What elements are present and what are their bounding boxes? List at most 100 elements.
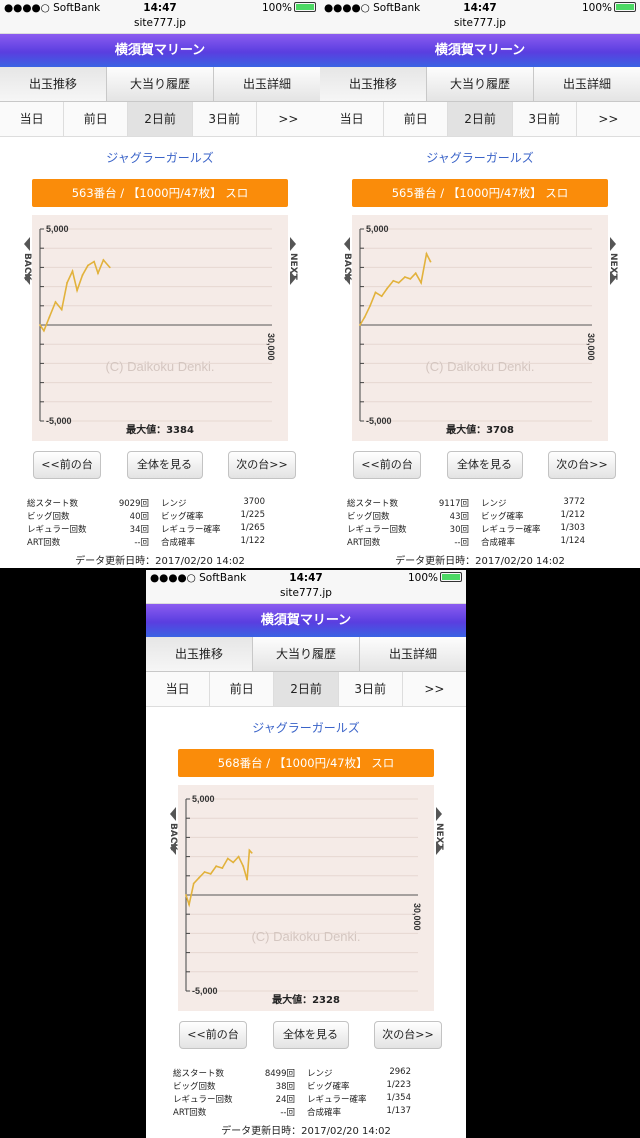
next-label[interactable]: NEXT <box>288 253 298 280</box>
url-bar[interactable]: site777.jp <box>320 16 640 34</box>
prev-unit-button[interactable]: <<前の台 <box>179 1021 247 1049</box>
stat-label: レンジ <box>481 499 507 509</box>
back-label[interactable]: BACK <box>342 253 352 281</box>
stat-label: レンジ <box>161 499 187 509</box>
chart-plot: (C) Daikoku Denki. 5,000 -5,000 30,000 最大値：3… <box>359 224 596 436</box>
next-arrow-icon[interactable] <box>436 841 442 855</box>
nav-buttons: <<前の台 全体を見る 次の台>> <box>0 451 320 479</box>
day-2-days-ago[interactable]: 2日前 <box>448 102 513 136</box>
tab-jackpot-history[interactable]: 大当り履歴 <box>107 67 214 101</box>
back-arrow-icon[interactable] <box>24 237 30 251</box>
battery-indicator: 100% <box>262 2 316 14</box>
tab-payout-detail[interactable]: 出玉詳細 <box>214 67 320 101</box>
data-point <box>397 281 400 284</box>
stat-label: 合成確率 <box>307 1108 342 1118</box>
day-2-days-ago[interactable]: 2日前 <box>128 102 193 136</box>
day-today[interactable]: 当日 <box>320 102 385 136</box>
data-point <box>237 855 240 858</box>
nav-buttons: <<前の台 全体を見る 次の台>> <box>146 1021 466 1049</box>
next-arrow-icon[interactable] <box>610 271 616 285</box>
nav-buttons: <<前の台 全体を見る 次の台>> <box>320 451 640 479</box>
day-3-days-ago[interactable]: 3日前 <box>338 672 403 706</box>
stat-value: 30回 <box>449 525 469 535</box>
status-bar: ●●●●○ SoftBank 14:47 100% <box>146 570 466 586</box>
data-point <box>250 851 253 854</box>
data-point <box>102 259 105 261</box>
back-arrow-icon[interactable] <box>344 271 350 285</box>
next-arrow-icon[interactable] <box>290 237 296 251</box>
data-point <box>425 252 428 255</box>
back-arrow-icon[interactable] <box>344 237 350 251</box>
stat-value: --回 <box>454 538 469 548</box>
stat-value: 2962 <box>389 1067 411 1077</box>
machine-name[interactable]: ジャグラーガールズ <box>106 151 214 165</box>
next-unit-button[interactable]: 次の台>> <box>374 1021 442 1049</box>
day-selector: 当日 前日 2日前 3日前 >> <box>146 672 466 707</box>
day-3-days-ago[interactable]: 3日前 <box>512 102 577 136</box>
view-all-button[interactable]: 全体を見る <box>126 451 203 479</box>
day-more[interactable]: >> <box>256 102 320 136</box>
data-point <box>108 266 111 269</box>
day-3-days-ago[interactable]: 3日前 <box>192 102 257 136</box>
data-point <box>203 871 206 873</box>
max-value-label: 最大値：2328 <box>272 993 340 1006</box>
stat-label: レギュラー回数 <box>27 525 87 535</box>
stat-value: 1/212 <box>560 510 586 520</box>
day-more[interactable]: >> <box>402 672 466 706</box>
battery-icon <box>440 572 462 582</box>
data-point <box>242 865 245 868</box>
day-more[interactable]: >> <box>576 102 640 136</box>
day-today[interactable]: 当日 <box>0 102 65 136</box>
prev-unit-button[interactable]: <<前の台 <box>33 451 101 479</box>
back-arrow-icon[interactable] <box>170 807 176 821</box>
url-bar[interactable]: site777.jp <box>146 586 466 604</box>
stat-label: 総スタート数 <box>27 499 79 509</box>
url-bar[interactable]: site777.jp <box>0 16 320 34</box>
day-yesterday[interactable]: 前日 <box>210 672 275 706</box>
stat-label: 合成確率 <box>481 538 516 548</box>
stats-table: 総スタート数 9117回 レンジ 3772 ビッグ回数 43回 ビッグ確率 1/… <box>347 497 585 548</box>
data-point <box>71 270 74 273</box>
machine-name[interactable]: ジャグラーガールズ <box>252 721 360 735</box>
data-point <box>209 873 212 875</box>
battery-percent: 100% <box>581 2 612 14</box>
tab-payout-detail[interactable]: 出玉詳細 <box>360 637 466 671</box>
data-point <box>369 304 371 307</box>
tab-payout-detail[interactable]: 出玉詳細 <box>534 67 640 101</box>
tab-jackpot-history[interactable]: 大当り履歴 <box>253 637 360 671</box>
next-label[interactable]: NEXT <box>434 823 444 850</box>
tab-bar: 出玉推移 大当り履歴 出玉詳細 <box>320 67 640 102</box>
day-2-days-ago[interactable]: 2日前 <box>274 672 339 706</box>
tab-jackpot-history[interactable]: 大当り履歴 <box>427 67 534 101</box>
next-arrow-icon[interactable] <box>610 237 616 251</box>
back-label[interactable]: BACK <box>22 253 32 281</box>
max-value-label: 最大値：3384 <box>126 423 194 436</box>
stat-label: ビッグ確率 <box>481 512 524 522</box>
view-all-button[interactable]: 全体を見る <box>446 451 523 479</box>
data-point <box>48 316 51 319</box>
y-tick-label-top: 5,000 <box>192 794 215 804</box>
next-arrow-icon[interactable] <box>290 271 296 285</box>
back-arrow-icon[interactable] <box>24 271 30 285</box>
day-yesterday[interactable]: 前日 <box>64 102 129 136</box>
tab-payout-trend[interactable]: 出玉推移 <box>146 637 253 671</box>
day-today[interactable]: 当日 <box>146 672 211 706</box>
next-unit-button[interactable]: 次の台>> <box>228 451 296 479</box>
stat-value: 38回 <box>275 1082 295 1092</box>
data-point <box>380 295 383 298</box>
data-point <box>404 276 406 278</box>
data-point <box>226 857 229 860</box>
back-arrow-icon[interactable] <box>170 841 176 855</box>
tab-payout-trend[interactable]: 出玉推移 <box>320 67 427 101</box>
view-all-button[interactable]: 全体を見る <box>272 1021 349 1049</box>
back-label[interactable]: BACK <box>168 823 178 851</box>
prev-unit-button[interactable]: <<前の台 <box>353 451 421 479</box>
tab-payout-trend[interactable]: 出玉推移 <box>0 67 107 101</box>
next-label[interactable]: NEXT <box>608 253 618 280</box>
data-point <box>81 274 84 276</box>
stats-table: 総スタート数 8499回 レンジ 2962 ビッグ回数 38回 ビッグ確率 1/… <box>173 1067 411 1118</box>
machine-name[interactable]: ジャグラーガールズ <box>426 151 534 165</box>
next-unit-button[interactable]: 次の台>> <box>548 451 616 479</box>
day-yesterday[interactable]: 前日 <box>384 102 449 136</box>
next-arrow-icon[interactable] <box>436 807 442 821</box>
